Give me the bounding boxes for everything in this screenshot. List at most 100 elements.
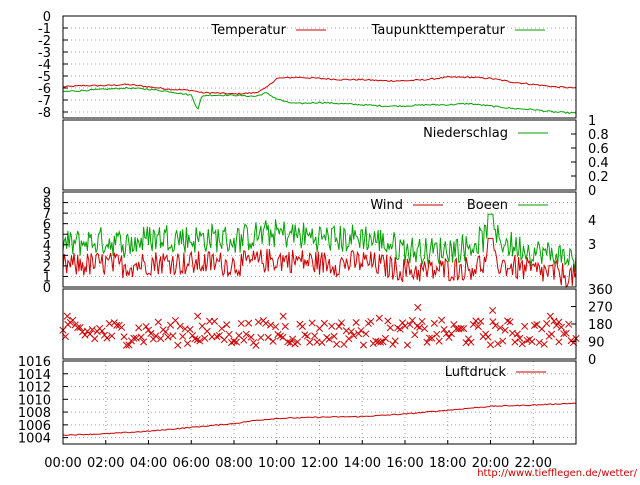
direction-marker	[125, 341, 133, 349]
direction-marker	[406, 321, 414, 329]
direction-marker	[264, 333, 272, 342]
direction-marker	[225, 330, 233, 338]
direction-marker	[152, 332, 160, 340]
x-tick-label: 12:00	[301, 456, 338, 471]
wind-y-tick-label: 3	[43, 249, 51, 264]
direction-marker	[445, 333, 453, 341]
direction-marker	[403, 341, 411, 349]
frame-layer	[62, 15, 577, 445]
direction-marker	[164, 333, 172, 341]
direction-marker	[194, 312, 202, 320]
x-tick-label: 10:00	[258, 456, 295, 471]
direction-marker	[464, 335, 473, 343]
direction-marker	[557, 323, 565, 331]
direction-marker	[184, 339, 192, 347]
direction-marker	[88, 326, 96, 334]
direction-marker	[516, 334, 524, 342]
direction-marker	[386, 324, 394, 332]
x-tick-label: 18:00	[429, 456, 466, 471]
direction-marker	[350, 332, 358, 340]
wind-y-tick-label: 6	[43, 218, 51, 233]
gust-legend-label: Boeen	[467, 198, 508, 213]
direction-marker	[218, 324, 226, 333]
direction-marker	[271, 323, 280, 331]
direction-marker	[203, 327, 211, 335]
direction-marker	[328, 322, 336, 330]
direction-marker	[494, 340, 502, 348]
pressure-line	[62, 402, 577, 436]
direction-marker	[335, 322, 343, 331]
direction-marker	[174, 341, 182, 349]
direction-marker	[171, 316, 179, 325]
direction-y-tick-label: 270	[588, 301, 613, 316]
direction-marker	[420, 325, 429, 333]
direction-marker	[162, 328, 170, 336]
direction-marker	[469, 320, 477, 329]
x-tick-label: 04:00	[130, 456, 167, 471]
direction-marker	[347, 327, 355, 336]
direction-marker	[414, 303, 422, 312]
x-tick-label: 08:00	[215, 456, 252, 471]
direction-marker	[546, 312, 554, 320]
direction-y-tick-label: 90	[588, 336, 605, 351]
gust-line	[62, 213, 577, 273]
direction-marker	[252, 341, 260, 349]
direction-marker	[303, 332, 311, 340]
temperature-line	[62, 75, 577, 95]
direction-marker	[359, 341, 368, 349]
direction-marker	[379, 338, 387, 346]
direction-marker	[506, 318, 514, 326]
legend-layer: Temperatur Taupunkttemperatur Niederschlag…	[210, 23, 548, 380]
wind-y-tick-label: 8	[43, 197, 51, 212]
direction-y-tick-label: 360	[588, 283, 613, 298]
direction-marker	[540, 340, 548, 348]
direction-marker	[416, 323, 424, 331]
direction-marker	[154, 318, 162, 326]
direction-marker	[396, 325, 404, 333]
direction-marker	[440, 325, 448, 334]
x-tick-label: 16:00	[386, 456, 423, 471]
footer-url: http://www.tiefflegen.de/wetter/	[477, 468, 637, 479]
direction-marker	[501, 326, 509, 334]
temperature-y-tick-label: -1	[38, 22, 51, 37]
direction-marker	[530, 321, 539, 330]
pressure-legend-label: Luftdruck	[445, 365, 507, 380]
pressure-y-tick-label: 1014	[18, 368, 51, 383]
direction-marker	[140, 338, 148, 346]
direction-marker	[320, 319, 328, 327]
direction-marker	[401, 322, 409, 330]
direction-marker	[552, 321, 561, 329]
wind-y-tick-label: 2	[43, 260, 51, 275]
direction-marker	[157, 334, 165, 343]
direction-marker	[389, 340, 397, 348]
x-tick-label: 06:00	[173, 456, 210, 471]
direction-marker	[425, 334, 433, 342]
direction-marker	[521, 322, 529, 330]
direction-marker	[381, 334, 390, 342]
direction-marker	[137, 333, 145, 341]
direction-marker	[91, 335, 99, 343]
direction-marker	[391, 337, 399, 345]
direction-marker	[352, 319, 360, 327]
direction-marker	[289, 335, 297, 343]
direction-marker	[430, 319, 438, 327]
direction-marker	[269, 337, 277, 345]
temperature-y-tick-label: -6	[38, 82, 51, 97]
direction-marker	[76, 323, 84, 331]
direction-marker	[467, 338, 475, 346]
direction-marker	[489, 318, 497, 326]
precipitation-y-tick-label: 0.2	[588, 170, 609, 185]
pressure-y-tick-label: 1016	[18, 355, 51, 370]
wind-y-tick-label: 1	[43, 270, 51, 285]
direction-marker	[333, 340, 341, 348]
temperature-panel-frame	[62, 15, 577, 119]
temperature-y-tick-label: -3	[38, 46, 51, 61]
direction-marker	[496, 324, 504, 332]
precipitation-y-tick-label: 1	[588, 114, 596, 129]
direction-marker	[565, 320, 573, 328]
wind-legend-label: Wind	[370, 198, 403, 213]
direction-marker	[330, 332, 338, 340]
direction-marker	[562, 329, 570, 337]
